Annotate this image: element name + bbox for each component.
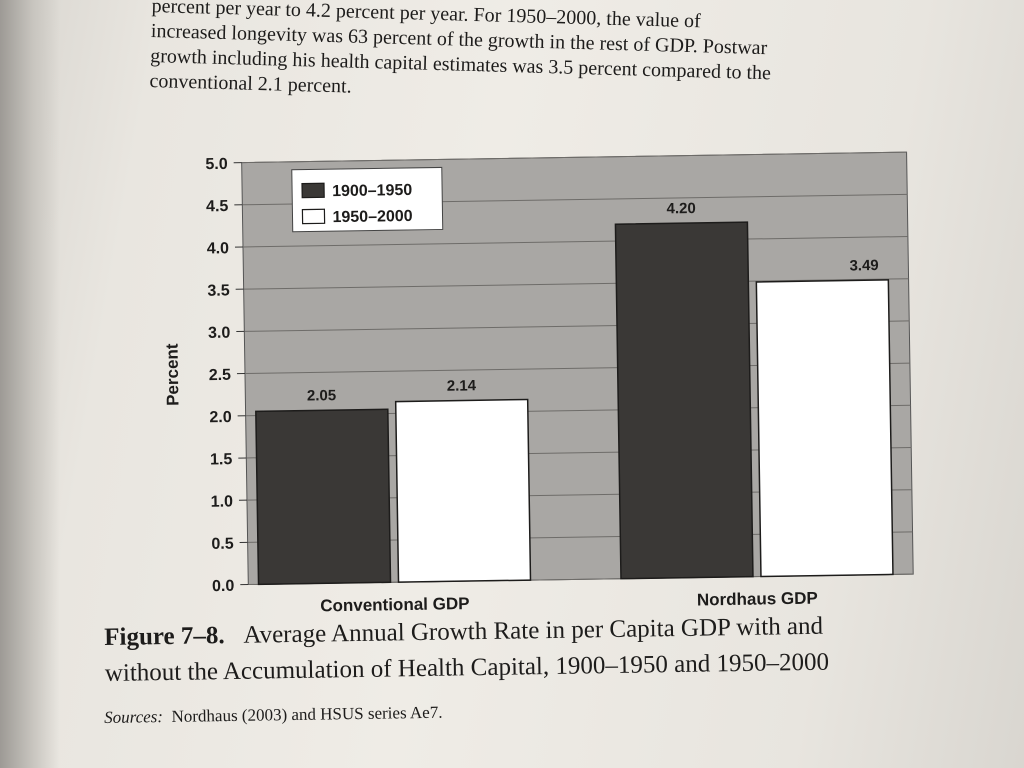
bar [255,408,392,586]
figure-caption: Figure 7–8. Average Annual Growth Rate i… [104,607,925,692]
y-axis-title: Percent [162,343,182,406]
legend-swatch [301,208,326,225]
y-tick-label: 5.0 [205,156,228,173]
gridline [241,151,907,164]
legend-swatch [301,182,325,199]
legend-box [291,166,444,233]
y-tick-label: 2.5 [209,367,232,384]
bar [394,398,532,583]
sources-label: Sources: [104,707,164,727]
bar-chart: 0.0 0.5 1.0 1.5 2.0 2.5 3.0 3.5 4.0 4.5 5.0 Percent… [146,122,924,624]
x-category-label: Conventional GDP [320,594,470,615]
y-tick-label: 4.0 [207,240,230,257]
data-label: 4.20 [666,200,695,217]
y-tick-label: 1.5 [210,451,233,468]
y-tick-label: 0.0 [212,578,235,595]
caption-line-1: Average Annual Growth Rate in per Capita… [243,612,824,649]
bar [614,221,754,580]
sources-note: Sources: Nordhaus (2003) and HSUS series… [104,703,443,728]
chart-svg: 0.0 0.5 1.0 1.5 2.0 2.5 3.0 3.5 4.0 4.5 5.0 Percent… [162,151,914,615]
y-tick-label: 3.0 [208,325,231,342]
y-tick-label: 3.5 [207,282,230,299]
body-paragraph: percent per year to 4.2 percent per year… [149,0,911,115]
gridline [242,236,908,248]
data-label: 2.14 [447,377,477,394]
sources-text: Nordhaus (2003) and HSUS series Ae7. [171,702,443,726]
y-tick-label: 4.5 [206,198,229,215]
bar [755,279,894,578]
y-tick-label: 0.5 [211,536,234,553]
book-gutter [0,0,60,768]
gridline [243,278,909,290]
x-category-label: Nordhaus GDP [697,589,818,610]
y-tick-label: 1.0 [211,493,234,510]
data-label: 3.49 [849,257,878,274]
data-label: 2.05 [307,387,336,404]
legend-label: 1950–2000 [332,208,412,226]
y-tick-label: 2.0 [209,409,232,426]
legend-label: 1900–1950 [332,182,412,200]
figure-label: Figure 7–8. [104,622,225,651]
